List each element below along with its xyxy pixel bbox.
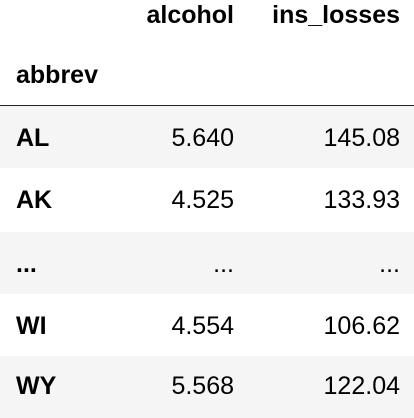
table-row-stripe [0,232,414,294]
table-cell-ins-losses: 106.62 [323,312,400,340]
table-cell-alcohol: 4.554 [171,312,234,340]
table-cell-ins-losses: 145.08 [323,124,400,152]
table-cell-ins-losses: ... [379,250,400,278]
index-name-header: abbrev [16,61,98,89]
table-row-label: AK [16,186,53,214]
table-cell-alcohol: 5.640 [171,124,234,152]
table-cell-alcohol: ... [213,250,234,278]
column-header-ins-losses: ins_losses [272,1,400,29]
table-row-label: ... [16,250,37,278]
table-row-label: WY [16,372,57,400]
table-row-label: AL [16,124,50,152]
table-row-stripe [0,106,414,168]
table-cell-ins-losses: 122.04 [323,372,400,400]
table-cell-alcohol: 4.525 [171,186,234,214]
table-row-stripe [0,356,414,418]
column-header-alcohol: alcohol [146,1,234,29]
table-cell-alcohol: 5.568 [171,372,234,400]
table-row-label: WI [16,312,47,340]
table-cell-ins-losses: 133.93 [323,186,400,214]
header-divider [0,105,414,106]
